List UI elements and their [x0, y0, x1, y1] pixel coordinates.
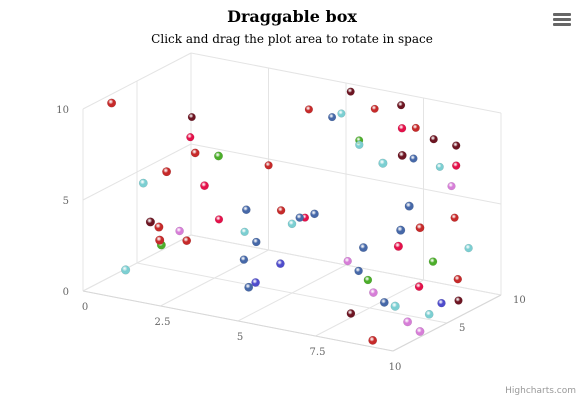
scatter-point[interactable]	[397, 150, 407, 160]
scatter-point[interactable]	[435, 162, 444, 171]
scatter-point[interactable]	[379, 297, 389, 307]
scatter-point[interactable]	[240, 227, 249, 237]
z-tick-label: 5	[459, 323, 465, 334]
scatter-point[interactable]	[162, 167, 172, 177]
scatter-point[interactable]	[368, 335, 378, 345]
scatter-point[interactable]	[411, 123, 420, 132]
box-edge	[392, 294, 502, 352]
scatter-point[interactable]	[414, 282, 424, 292]
scatter-point[interactable]	[138, 178, 148, 188]
scatter-point[interactable]	[424, 309, 434, 319]
scatter-point[interactable]	[186, 133, 195, 142]
scatter-point[interactable]	[251, 278, 260, 287]
scatter-point[interactable]	[182, 236, 192, 246]
z-tick-label: 10	[513, 295, 526, 306]
scatter-point[interactable]	[187, 112, 196, 122]
scatter-point[interactable]	[447, 181, 456, 191]
scatter-point[interactable]	[404, 201, 414, 211]
scatter-point[interactable]	[310, 209, 319, 219]
y-tick-label: 0	[63, 287, 69, 298]
scatter-point[interactable]	[370, 104, 379, 113]
box-edge	[82, 290, 394, 352]
scatter-point[interactable]	[214, 215, 224, 224]
scatter-point[interactable]	[264, 161, 273, 170]
scatter-point[interactable]	[415, 223, 425, 233]
x-tick-label: 2.5	[155, 317, 171, 328]
scatter-point[interactable]	[378, 158, 388, 168]
x-tick-label: 0	[82, 302, 88, 313]
scatter-point[interactable]	[354, 266, 363, 276]
scatter-point[interactable]	[346, 87, 355, 96]
grid-layer	[82, 52, 502, 352]
y-tick-label: 5	[63, 196, 69, 207]
scatter-point[interactable]	[145, 217, 156, 227]
scatter-point[interactable]	[451, 141, 461, 150]
grid-line	[190, 52, 502, 114]
scatter-point[interactable]	[453, 274, 463, 284]
scatter-point[interactable]	[437, 298, 446, 308]
scatter-point[interactable]	[403, 317, 413, 327]
scatter-point[interactable]	[295, 213, 304, 222]
scatter-point[interactable]	[200, 181, 209, 191]
scatter-point[interactable]	[369, 288, 378, 297]
scatter-point[interactable]	[450, 213, 459, 222]
scatter-point[interactable]	[154, 222, 164, 232]
x-tick-label: 10	[389, 362, 402, 373]
scatter-point[interactable]	[415, 327, 425, 337]
scatter-point[interactable]	[120, 265, 131, 275]
scatter-point[interactable]	[239, 255, 249, 264]
context-menu-icon[interactable]	[553, 13, 571, 27]
scatter-point[interactable]	[409, 154, 418, 163]
scatter-point[interactable]	[287, 219, 297, 229]
scatter-point[interactable]	[396, 101, 406, 110]
scatter-point[interactable]	[390, 301, 400, 311]
chart-title: Draggable box	[227, 7, 357, 26]
scatter-point[interactable]	[464, 243, 473, 253]
scatter-point[interactable]	[155, 235, 165, 245]
grid-line	[82, 52, 192, 110]
grid-line	[136, 262, 448, 324]
scatter-point[interactable]	[252, 237, 261, 247]
scatter-point[interactable]	[363, 275, 373, 285]
grid-line	[82, 143, 192, 201]
x-tick-label: 7.5	[310, 347, 326, 358]
scatter-point[interactable]	[304, 105, 314, 114]
scatter-point[interactable]	[396, 225, 406, 235]
scatter-point[interactable]	[393, 241, 404, 251]
scatter-point[interactable]	[428, 257, 438, 266]
scatter-point[interactable]	[214, 151, 223, 161]
grid-line	[190, 143, 502, 205]
grid-line	[190, 234, 502, 296]
scatter-point[interactable]	[241, 205, 251, 215]
scatter-point[interactable]	[343, 256, 352, 266]
x-tick-label: 5	[237, 332, 243, 343]
scatter-point[interactable]	[451, 161, 461, 170]
scatter-point[interactable]	[454, 296, 463, 305]
scatter-point[interactable]	[337, 109, 346, 118]
scatter-point[interactable]	[276, 259, 285, 269]
scatter-point[interactable]	[244, 282, 254, 292]
tick-layer: 0 2.5 5 7.5 10 0 5 10 5 10	[56, 105, 525, 373]
scatter-point[interactable]	[397, 123, 407, 133]
scatter-point[interactable]	[107, 98, 117, 108]
scatter-point[interactable]	[276, 206, 286, 215]
scatter-point[interactable]	[346, 309, 356, 318]
scatter-point[interactable]	[355, 140, 364, 150]
scatter-point[interactable]	[358, 243, 368, 253]
scatter-point[interactable]	[429, 135, 438, 144]
scatter-point[interactable]	[190, 148, 200, 158]
y-tick-label: 10	[56, 105, 69, 116]
scatter-point[interactable]	[175, 226, 184, 236]
credits-link[interactable]: Highcharts.com	[505, 386, 576, 396]
chart-subtitle: Click and drag the plot area to rotate i…	[151, 32, 433, 46]
scatter-point[interactable]	[327, 113, 337, 122]
point-layer	[107, 87, 473, 345]
